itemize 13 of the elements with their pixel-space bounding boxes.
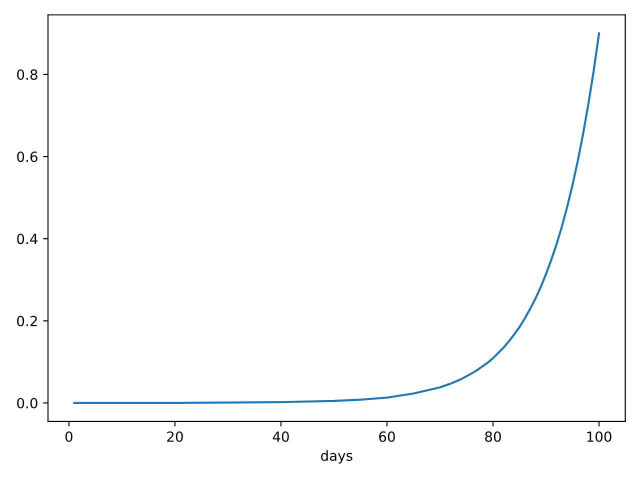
x-tick-label: 60 [379, 431, 395, 442]
y-tick-label: 0.0 [17, 398, 38, 408]
x-axis-title: days [321, 450, 352, 464]
x-tick-label: 80 [485, 431, 501, 442]
y-tick-label: 0.2 [17, 316, 37, 326]
x-tick-label: 0 [65, 431, 72, 442]
y-tick-label: 0.4 [17, 234, 38, 244]
line-series [73, 32, 600, 404]
y-tick-label: 0.6 [17, 152, 38, 162]
x-tick-label: 20 [167, 431, 183, 442]
y-tick-label: 0.8 [17, 69, 38, 80]
x-tick-label: 100 [587, 431, 612, 442]
x-tick-label: 40 [272, 431, 289, 442]
